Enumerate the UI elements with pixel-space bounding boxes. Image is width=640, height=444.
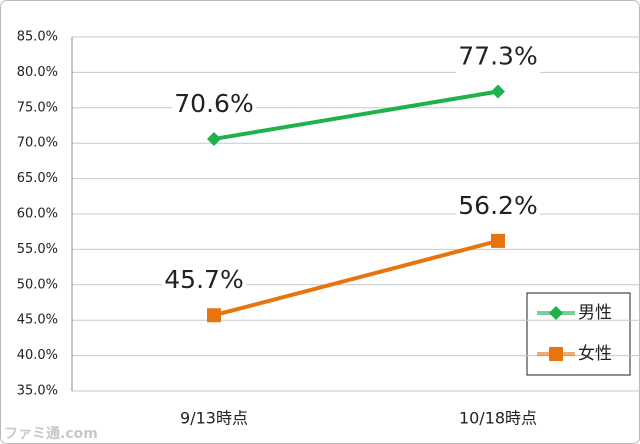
x-tick-label: 9/13時点 (180, 409, 248, 428)
value-label-bg (172, 88, 256, 121)
legend-label: 女性 (578, 344, 612, 364)
value-label-bg (456, 41, 540, 74)
point-marker (491, 84, 505, 99)
watermark: ファミ通.com (4, 426, 98, 442)
y-tick-label: 75.0% (17, 100, 58, 115)
value-label: 45.7% (164, 265, 243, 294)
legend-box (526, 292, 631, 376)
y-tick-label: 40.0% (17, 348, 58, 363)
y-tick-label: 35.0% (17, 384, 58, 399)
value-label-bg (162, 265, 246, 298)
value-label: 77.3% (458, 42, 537, 71)
y-tick-label: 65.0% (17, 171, 58, 186)
y-tick-label: 50.0% (17, 277, 58, 292)
point-marker (549, 347, 563, 361)
point-marker (491, 233, 505, 248)
legend-label: 男性 (578, 303, 612, 323)
y-tick-label: 55.0% (17, 242, 58, 257)
point-marker (207, 308, 221, 323)
y-tick-label: 45.0% (17, 313, 58, 328)
series-line (213, 89, 499, 141)
value-label-bg (456, 190, 540, 223)
y-tick-label: 70.0% (17, 136, 58, 151)
point-marker (207, 131, 221, 146)
x-tick-label: 10/18時点 (459, 409, 537, 428)
y-tick-label: 85.0% (17, 30, 58, 45)
y-tick-label: 80.0% (17, 65, 58, 80)
point-marker (549, 306, 563, 320)
series-line (213, 238, 499, 318)
y-tick-label: 60.0% (17, 207, 58, 222)
value-label: 56.2% (458, 191, 537, 220)
value-label: 70.6% (174, 89, 253, 118)
